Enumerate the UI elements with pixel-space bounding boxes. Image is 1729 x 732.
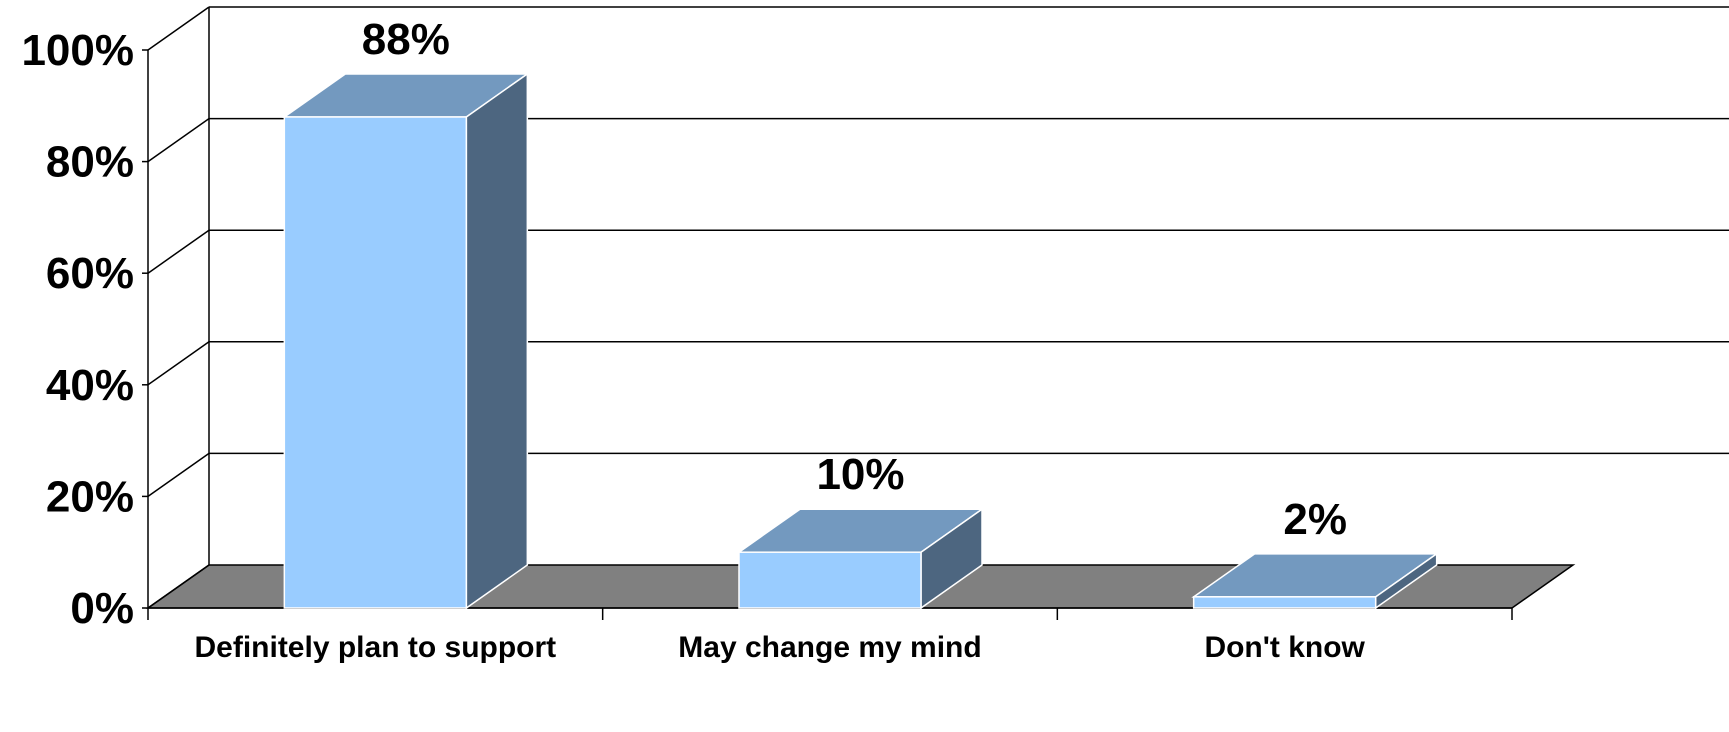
- gridline-side-40: [147, 341, 210, 386]
- bar-3: [1191, 552, 1440, 610]
- y-tick-label: 0%: [70, 584, 134, 633]
- gridline-side-0: [147, 564, 210, 609]
- gridline-side-20: [147, 452, 210, 498]
- x-tick-label: Definitely plan to support: [194, 631, 556, 664]
- bar-side-face: [465, 72, 529, 610]
- y-tick-label: 100%: [21, 26, 134, 75]
- data-label: 10%: [816, 450, 904, 499]
- bar-front-face: [1192, 596, 1377, 609]
- bar-2: [736, 507, 985, 610]
- bar-front-face: [283, 116, 468, 609]
- data-label: 88%: [362, 15, 450, 64]
- y-tick-label: 20%: [46, 472, 134, 521]
- y-tick-label: 40%: [46, 361, 134, 410]
- data-label: 2%: [1283, 495, 1347, 544]
- y-tick-label: 60%: [46, 249, 134, 298]
- bar-front-face: [738, 551, 922, 609]
- y-tick-label: 80%: [46, 138, 134, 187]
- gridline-side-80: [147, 117, 210, 163]
- x-tick-label: May change my mind: [678, 631, 981, 664]
- gridline-side-60: [147, 229, 210, 274]
- x-tick-label: Don't know: [1204, 631, 1365, 664]
- bar-1: [281, 72, 530, 610]
- gridline-side-100: [147, 6, 210, 51]
